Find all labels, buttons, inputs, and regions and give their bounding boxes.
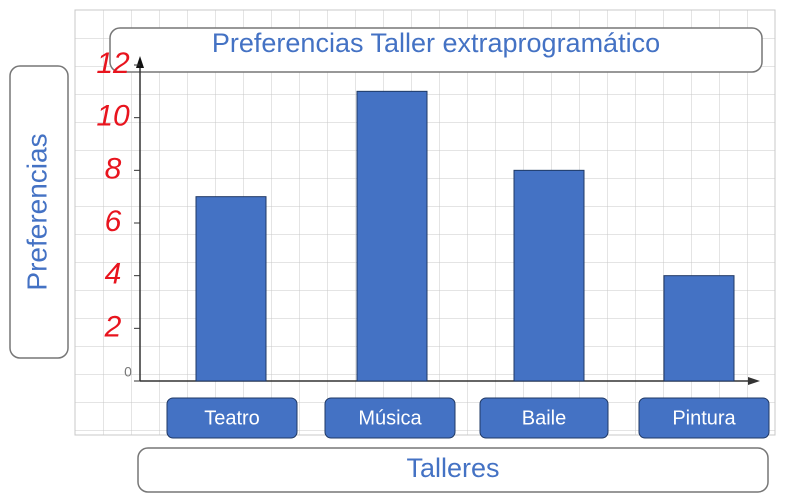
x-tick-label: Teatro — [204, 407, 260, 429]
y-tick-label: 2 — [104, 310, 122, 343]
y-tick-label: 10 — [96, 100, 130, 133]
bar — [356, 90, 428, 382]
x-axis-arrow — [748, 377, 760, 385]
title-box — [109, 27, 763, 73]
x-axis-label: Talleres — [406, 453, 499, 483]
category-box — [638, 397, 770, 439]
x-tick-label: Pintura — [672, 407, 736, 429]
y-tick-label: 6 — [105, 205, 122, 238]
x-tick-label: Música — [358, 407, 422, 429]
bar — [513, 169, 585, 382]
chart-title: Preferencias Taller extraprogramático — [212, 28, 660, 58]
category-box — [324, 397, 456, 439]
bar — [195, 196, 267, 382]
x-tick-label: Baile — [522, 407, 566, 429]
category-box — [479, 397, 609, 439]
y-tick-label: 0 — [124, 364, 132, 380]
category-box — [166, 397, 298, 439]
y-tick-label: 12 — [96, 47, 130, 80]
bar — [663, 275, 735, 382]
y-axis-label: Preferencias — [21, 133, 52, 290]
y-label-box — [9, 65, 69, 359]
x-label-box — [137, 447, 769, 493]
y-tick-label: 8 — [105, 152, 122, 185]
y-tick-label: 4 — [105, 258, 122, 291]
